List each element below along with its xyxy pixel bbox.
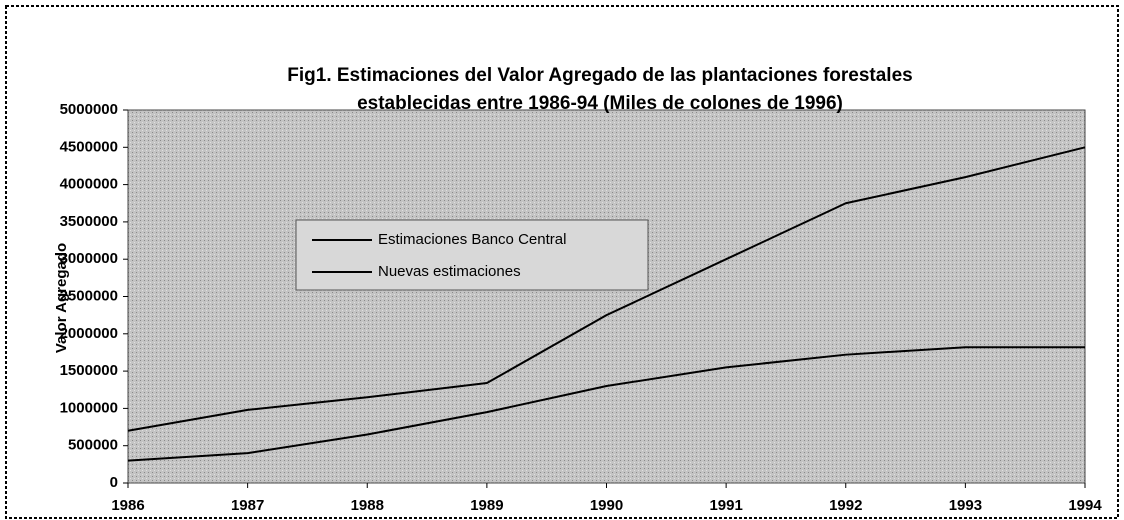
x-tick-label: 1990 [590, 497, 623, 514]
y-tick-label: 0 [110, 474, 118, 491]
frame [5, 5, 1119, 519]
y-tick-label: 5000000 [60, 101, 118, 118]
plot-area [127, 109, 1086, 484]
y-tick-label: 3500000 [60, 213, 118, 230]
y-tick-label: 2500000 [60, 287, 118, 304]
y-tick-label: 2000000 [60, 325, 118, 342]
x-tick-label: 1987 [231, 497, 264, 514]
x-tick-label: 1994 [1068, 497, 1102, 514]
legend-label: Estimaciones Banco Central [378, 231, 566, 248]
series-line [127, 346, 1085, 462]
y-tick-label: 1000000 [60, 399, 118, 416]
y-tick-label: 4500000 [60, 138, 118, 155]
legend [295, 219, 649, 291]
y-axis-title: Valor Agregado [53, 243, 70, 353]
series-line [127, 146, 1086, 432]
y-tick-label: 3000000 [60, 250, 118, 267]
x-tick-label: 1986 [111, 497, 144, 514]
chart-title: establecidas entre 1986-94 (Miles de col… [357, 93, 843, 114]
legend-label: Nuevas estimaciones [378, 263, 521, 280]
x-tick-label: 1988 [351, 497, 384, 514]
x-tick-label: 1992 [829, 497, 862, 514]
chart-title: Fig1. Estimaciones del Valor Agregado de… [287, 65, 912, 86]
y-tick-label: 4000000 [60, 176, 118, 193]
y-tick-label: 1500000 [60, 362, 118, 379]
x-tick-label: 1989 [470, 497, 503, 514]
y-tick-label: 500000 [68, 437, 118, 454]
x-tick-label: 1993 [949, 497, 982, 514]
x-tick-label: 1991 [709, 497, 742, 514]
